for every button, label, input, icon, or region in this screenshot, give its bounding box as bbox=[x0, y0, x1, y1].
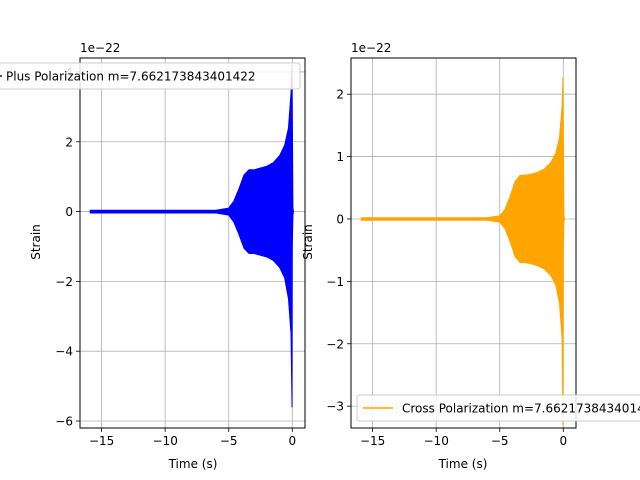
cross-y-axis-label: Strain bbox=[301, 224, 315, 260]
cross-legend-label: Cross Polarization m=7.662173843401422 bbox=[402, 402, 640, 416]
cross-x-axis-label: Time (s) bbox=[438, 457, 488, 471]
plus-y-tick-label: −6 bbox=[55, 415, 73, 429]
cross-y-tick-label: 0 bbox=[336, 212, 344, 226]
cross-series-band bbox=[360, 76, 566, 426]
plus-offset-label: 1e−22 bbox=[80, 41, 120, 55]
plus-axes-frame bbox=[79, 57, 306, 429]
plus-y-tick-label: −2 bbox=[55, 275, 73, 289]
plus-x-axis-label: Time (s) bbox=[168, 457, 218, 471]
plus-legend-box bbox=[0, 62, 301, 90]
plus-series-band bbox=[89, 64, 295, 408]
plus-series-plot bbox=[89, 64, 295, 408]
cross-y-tick-label: −3 bbox=[326, 400, 344, 414]
cross-y-tick-label: −2 bbox=[326, 337, 344, 351]
plus-x-tick-label: −15 bbox=[89, 434, 114, 448]
plus-y-tick-label: −4 bbox=[55, 345, 73, 359]
plus-y-tick-label: 0 bbox=[65, 205, 73, 219]
cross-y-tick-label: −1 bbox=[326, 275, 344, 289]
plus-x-tick-label: −5 bbox=[220, 434, 238, 448]
plus-y-axis-label: Strain bbox=[29, 224, 43, 260]
cross-y-tick-label: 2 bbox=[336, 88, 344, 102]
cross-y-tick-label: 1 bbox=[336, 150, 344, 164]
cross-legend-box bbox=[356, 394, 640, 422]
plus-legend-label: Plus Polarization m=7.662173843401422 bbox=[6, 70, 256, 84]
cross-series-plot bbox=[360, 76, 566, 426]
cross-x-tick-label: −10 bbox=[424, 434, 449, 448]
cross-x-tick-label: −5 bbox=[491, 434, 509, 448]
plus-legend: Plus Polarization m=7.662173843401422 bbox=[0, 62, 301, 90]
cross-x-tick-label: 0 bbox=[559, 434, 567, 448]
plus-x-tick-label: 0 bbox=[288, 434, 296, 448]
cross-axes-frame bbox=[350, 57, 577, 429]
cross-legend: Cross Polarization m=7.662173843401422 bbox=[356, 394, 640, 422]
plus-polarization-panel: −15−10−50−6−4−2024 1e−22 Time (s) Strain… bbox=[0, 41, 306, 471]
plus-y-tick-label: 2 bbox=[65, 135, 73, 149]
cross-offset-label: 1e−22 bbox=[351, 41, 391, 55]
cross-x-tick-label: −15 bbox=[360, 434, 385, 448]
plus-x-tick-label: −10 bbox=[153, 434, 178, 448]
